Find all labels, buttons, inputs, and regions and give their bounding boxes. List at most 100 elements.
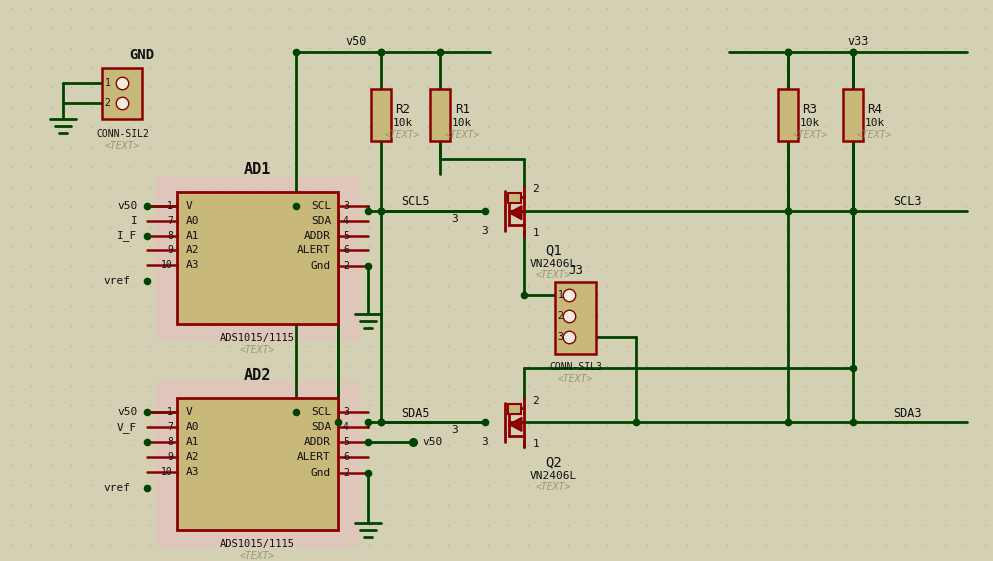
Text: 7: 7 xyxy=(167,215,173,226)
Bar xyxy=(155,175,359,341)
Bar xyxy=(370,89,390,141)
Bar xyxy=(843,89,863,141)
Text: Gnd: Gnd xyxy=(311,261,331,272)
Text: 10k: 10k xyxy=(452,118,473,128)
Text: 1: 1 xyxy=(532,439,539,449)
Text: ADDR: ADDR xyxy=(304,231,331,241)
Text: 10: 10 xyxy=(161,467,173,477)
Text: 5: 5 xyxy=(343,231,349,241)
Text: 2: 2 xyxy=(343,261,349,272)
Text: 1: 1 xyxy=(104,79,110,89)
Text: vref: vref xyxy=(103,276,130,286)
Text: Gnd: Gnd xyxy=(311,468,331,478)
Text: A1: A1 xyxy=(186,231,200,241)
Text: SDA5: SDA5 xyxy=(401,407,430,420)
Text: A0: A0 xyxy=(186,422,200,433)
Text: ADDR: ADDR xyxy=(304,437,331,447)
Text: 4: 4 xyxy=(343,215,349,226)
Text: J3: J3 xyxy=(568,264,583,277)
Text: <TEXT>: <TEXT> xyxy=(240,345,275,355)
Text: <TEXT>: <TEXT> xyxy=(558,374,593,384)
Text: <TEXT>: <TEXT> xyxy=(792,130,828,140)
Text: I_F: I_F xyxy=(117,230,137,241)
Text: R2: R2 xyxy=(395,103,410,116)
Text: 9: 9 xyxy=(167,246,173,255)
Text: 10k: 10k xyxy=(865,118,885,128)
Text: Q1: Q1 xyxy=(545,243,562,257)
Text: A0: A0 xyxy=(186,215,200,226)
Text: <TEXT>: <TEXT> xyxy=(445,130,480,140)
Bar xyxy=(102,67,142,119)
Text: 8: 8 xyxy=(167,231,173,241)
Text: 3: 3 xyxy=(451,425,458,435)
Text: SCL3: SCL3 xyxy=(893,195,922,208)
Text: A3: A3 xyxy=(186,260,200,270)
Text: 10k: 10k xyxy=(800,118,820,128)
Text: 3: 3 xyxy=(482,226,489,236)
Text: V_F: V_F xyxy=(117,422,137,433)
Text: <TEXT>: <TEXT> xyxy=(385,130,420,140)
Bar xyxy=(508,404,521,415)
Text: v50: v50 xyxy=(346,35,366,48)
Text: VN2406L: VN2406L xyxy=(530,471,577,481)
Text: CONN-SIL3: CONN-SIL3 xyxy=(549,362,602,372)
Text: R1: R1 xyxy=(455,103,470,116)
Text: 1: 1 xyxy=(167,201,173,211)
Polygon shape xyxy=(509,206,522,220)
Bar xyxy=(430,89,450,141)
Text: VN2406L: VN2406L xyxy=(530,259,577,269)
Text: A2: A2 xyxy=(186,246,200,255)
Text: <TEXT>: <TEXT> xyxy=(104,141,140,151)
Text: A2: A2 xyxy=(186,452,200,462)
Text: SCL5: SCL5 xyxy=(401,195,430,208)
Text: 3: 3 xyxy=(451,214,458,224)
Text: SDA: SDA xyxy=(311,215,331,226)
Text: 2: 2 xyxy=(532,184,539,194)
Text: ADS1015/1115: ADS1015/1115 xyxy=(220,333,295,343)
Text: v33: v33 xyxy=(847,35,869,48)
Text: 2: 2 xyxy=(104,98,110,108)
Text: 3: 3 xyxy=(343,407,349,417)
Text: AD1: AD1 xyxy=(244,163,271,177)
Text: I: I xyxy=(130,215,137,226)
Text: R3: R3 xyxy=(802,103,817,116)
Text: 3: 3 xyxy=(558,332,564,342)
Text: 9: 9 xyxy=(167,452,173,462)
Text: 1: 1 xyxy=(558,290,564,300)
Text: v50: v50 xyxy=(117,201,137,211)
Text: 2: 2 xyxy=(558,311,564,321)
Text: 3: 3 xyxy=(343,201,349,211)
Text: V: V xyxy=(186,201,193,211)
Text: A3: A3 xyxy=(186,467,200,477)
Text: v50: v50 xyxy=(117,407,137,417)
Text: Q2: Q2 xyxy=(545,455,562,469)
Text: V: V xyxy=(186,407,193,417)
Text: 8: 8 xyxy=(167,437,173,447)
Text: 10: 10 xyxy=(161,260,173,270)
Bar xyxy=(155,380,359,546)
Text: 1: 1 xyxy=(167,407,173,417)
Bar xyxy=(177,398,338,530)
Text: AD2: AD2 xyxy=(244,368,271,383)
Text: <TEXT>: <TEXT> xyxy=(536,270,571,280)
Text: 2: 2 xyxy=(532,396,539,406)
Bar xyxy=(508,193,521,203)
Text: 6: 6 xyxy=(343,246,349,255)
Text: 1: 1 xyxy=(532,228,539,237)
Text: SDA: SDA xyxy=(311,422,331,433)
Text: vref: vref xyxy=(103,483,130,493)
Text: ALERT: ALERT xyxy=(297,246,331,255)
Text: 5: 5 xyxy=(343,437,349,447)
Text: 6: 6 xyxy=(343,452,349,462)
Bar xyxy=(177,192,338,324)
Text: SDA3: SDA3 xyxy=(893,407,922,420)
Text: 2: 2 xyxy=(343,468,349,478)
Text: v50: v50 xyxy=(422,437,443,447)
Text: SCL: SCL xyxy=(311,407,331,417)
Text: ADS1015/1115: ADS1015/1115 xyxy=(220,539,295,549)
Text: ALERT: ALERT xyxy=(297,452,331,462)
Bar xyxy=(555,282,597,354)
Text: GND: GND xyxy=(130,48,155,62)
Text: 3: 3 xyxy=(482,437,489,447)
Bar xyxy=(779,89,798,141)
